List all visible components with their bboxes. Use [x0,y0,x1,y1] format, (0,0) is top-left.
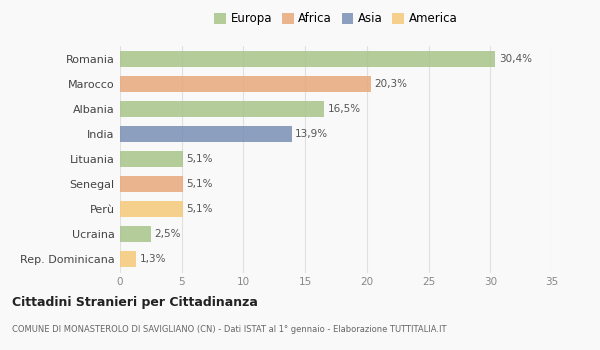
Text: 1,3%: 1,3% [140,254,166,264]
Bar [120,76,371,92]
Text: 16,5%: 16,5% [328,104,361,114]
Bar [120,251,136,267]
Bar [120,151,183,167]
Text: COMUNE DI MONASTEROLO DI SAVIGLIANO (CN) - Dati ISTAT al 1° gennaio - Elaborazio: COMUNE DI MONASTEROLO DI SAVIGLIANO (CN)… [12,326,446,335]
Bar [120,51,495,67]
Bar [120,226,151,242]
Bar [120,101,323,117]
Bar [120,201,183,217]
Text: 5,1%: 5,1% [187,204,213,214]
Text: 5,1%: 5,1% [187,154,213,164]
Text: 2,5%: 2,5% [155,229,181,239]
Legend: Europa, Africa, Asia, America: Europa, Africa, Asia, America [209,8,463,30]
Bar [120,126,292,142]
Text: 13,9%: 13,9% [295,129,328,139]
Bar [120,176,183,193]
Text: Cittadini Stranieri per Cittadinanza: Cittadini Stranieri per Cittadinanza [12,296,258,309]
Text: 20,3%: 20,3% [374,79,407,89]
Text: 5,1%: 5,1% [187,179,213,189]
Text: 30,4%: 30,4% [499,54,532,64]
